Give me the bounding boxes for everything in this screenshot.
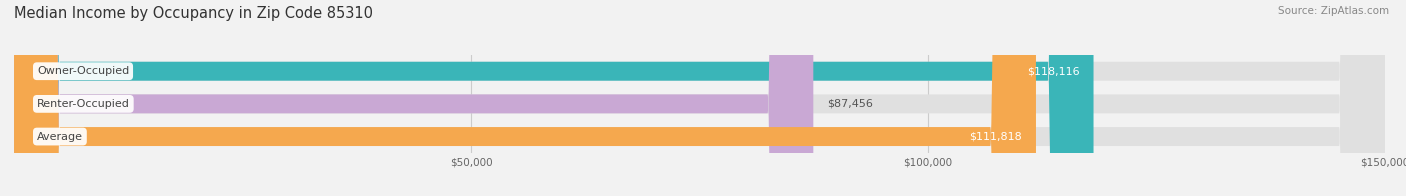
Text: $111,818: $111,818 xyxy=(970,132,1022,142)
FancyBboxPatch shape xyxy=(14,0,1094,196)
FancyBboxPatch shape xyxy=(14,0,1385,196)
Text: $87,456: $87,456 xyxy=(827,99,873,109)
Text: Source: ZipAtlas.com: Source: ZipAtlas.com xyxy=(1278,6,1389,16)
FancyBboxPatch shape xyxy=(14,0,1036,196)
FancyBboxPatch shape xyxy=(14,0,1385,196)
Text: Renter-Occupied: Renter-Occupied xyxy=(37,99,129,109)
Text: Median Income by Occupancy in Zip Code 85310: Median Income by Occupancy in Zip Code 8… xyxy=(14,6,373,21)
FancyBboxPatch shape xyxy=(14,0,813,196)
Text: Average: Average xyxy=(37,132,83,142)
FancyBboxPatch shape xyxy=(14,0,1385,196)
Text: Owner-Occupied: Owner-Occupied xyxy=(37,66,129,76)
Text: $118,116: $118,116 xyxy=(1028,66,1080,76)
